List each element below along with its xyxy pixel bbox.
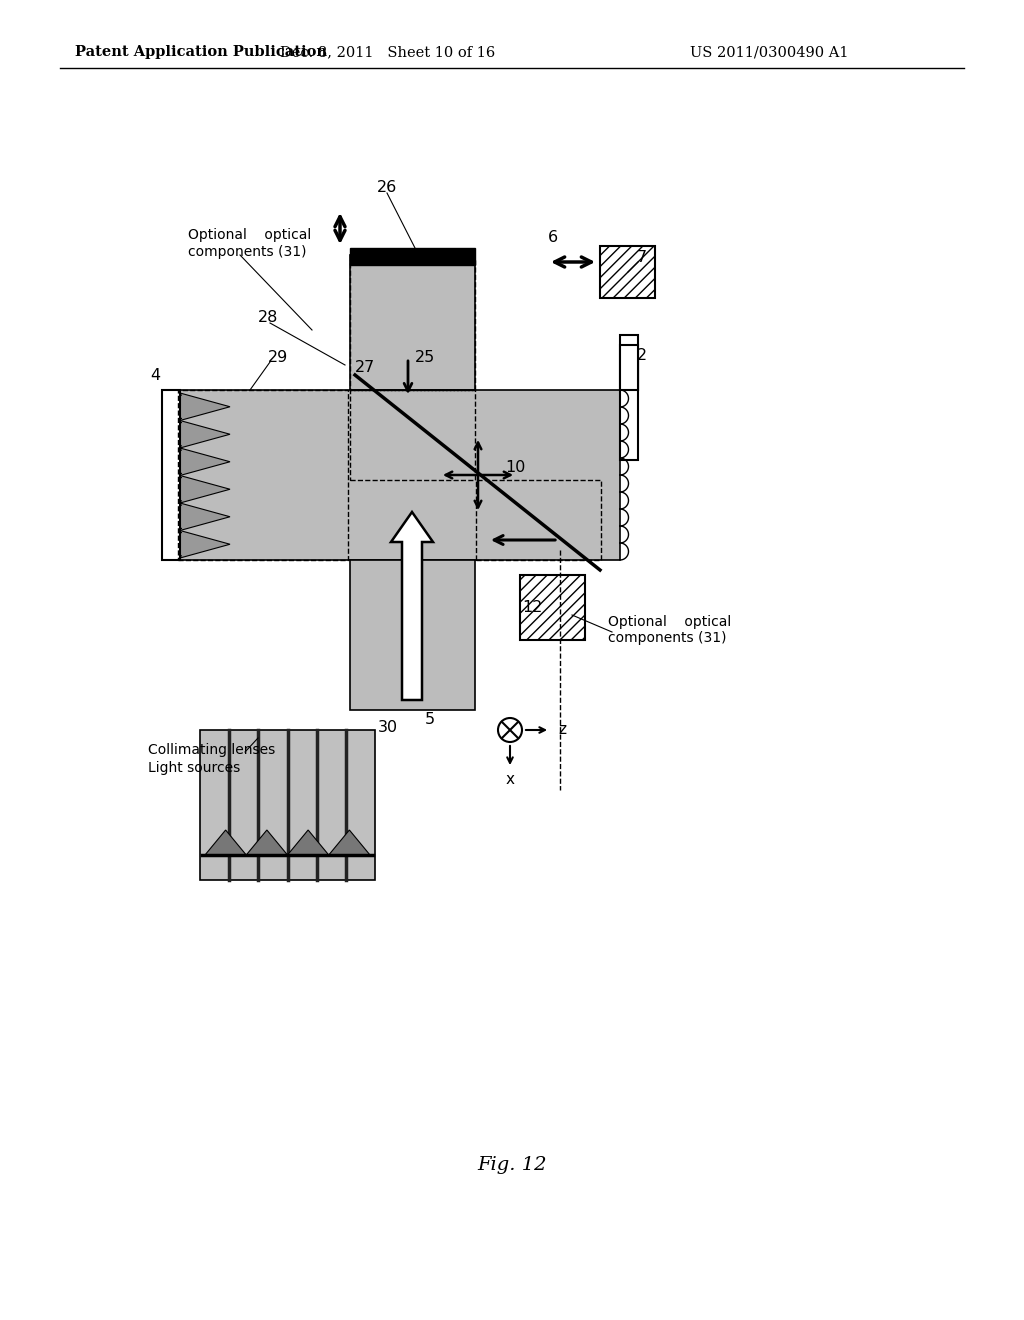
Text: 4: 4 [150,367,160,383]
Text: Optional    optical: Optional optical [188,228,311,242]
Bar [620,345,638,389]
Polygon shape [180,503,230,531]
Polygon shape [205,830,246,855]
Bar [350,260,475,389]
Polygon shape [350,255,475,389]
Text: 5: 5 [425,713,435,727]
Text: Light sources: Light sources [148,762,241,775]
Bar [162,389,180,560]
Text: x: x [506,772,514,788]
Polygon shape [180,531,230,558]
Text: 26: 26 [377,181,397,195]
FancyArrow shape [391,512,433,700]
Text: 25: 25 [415,351,435,366]
Text: Optional    optical: Optional optical [608,615,731,630]
Bar [178,389,348,560]
Polygon shape [329,830,370,855]
Text: 10: 10 [505,461,525,475]
Polygon shape [180,393,230,421]
Bar [620,335,638,459]
Polygon shape [350,560,475,710]
Text: 28: 28 [258,310,279,326]
Text: z: z [558,722,566,738]
Text: Patent Application Publication: Patent Application Publication [75,45,327,59]
Text: Fig. 12: Fig. 12 [477,1156,547,1173]
Text: components (31): components (31) [188,246,306,259]
Text: US 2011/0300490 A1: US 2011/0300490 A1 [690,45,849,59]
Text: 6: 6 [548,231,558,246]
Text: 27: 27 [355,359,375,375]
Polygon shape [180,421,230,447]
Text: 29: 29 [268,351,288,366]
Text: 30: 30 [378,721,398,735]
Bar [600,246,655,298]
Text: Dec. 8, 2011   Sheet 10 of 16: Dec. 8, 2011 Sheet 10 of 16 [281,45,496,59]
Text: 2: 2 [637,347,647,363]
Text: components (31): components (31) [608,631,726,645]
Text: Collimating lenses: Collimating lenses [148,743,275,756]
Bar [350,389,475,480]
Bar [200,730,375,880]
Polygon shape [246,830,288,855]
Polygon shape [350,248,475,265]
Polygon shape [288,830,329,855]
Polygon shape [175,389,620,560]
Text: 7: 7 [637,251,647,265]
Bar [476,480,601,560]
Bar [520,576,585,640]
Polygon shape [180,475,230,503]
Text: 12: 12 [522,599,542,615]
Polygon shape [180,447,230,475]
